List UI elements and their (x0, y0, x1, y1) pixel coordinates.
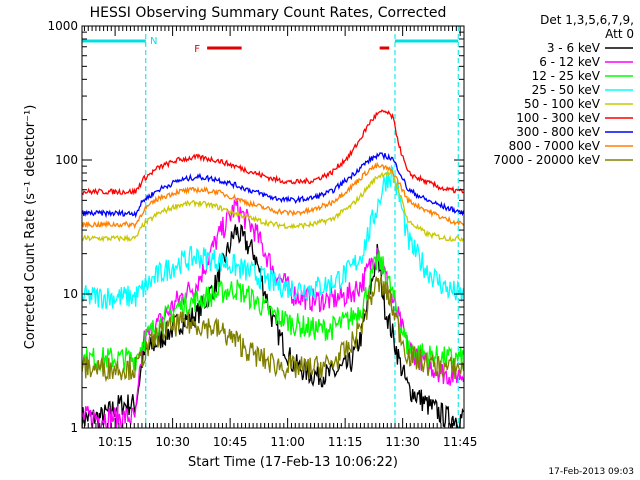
legend-label: 6 - 12 keV (539, 55, 601, 69)
x-tick-label: 10:45 (213, 435, 248, 449)
x-tick-label: 11:30 (385, 435, 420, 449)
night-vertical-lines (145, 26, 459, 428)
chart-title: HESSI Observing Summary Count Rates, Cor… (90, 5, 447, 21)
legend-header-line1: Det 1,3,5,6,7,9, (540, 13, 634, 27)
legend-label: 800 - 7000 keV (509, 139, 601, 153)
legend-label: 25 - 50 keV (532, 83, 601, 97)
annotation-bars: NF (82, 36, 459, 55)
x-tick-label: 11:45 (443, 435, 478, 449)
series-lines (82, 109, 464, 428)
series-line-5 (82, 109, 464, 196)
y-tick-label: 1000 (47, 19, 78, 33)
legend-label: 300 - 800 keV (516, 125, 600, 139)
y-axis-label: Corrected Count Rate (s⁻¹ detector⁻¹) (23, 105, 38, 350)
legend-label: 7000 - 20000 keV (493, 153, 600, 167)
x-axis-label: Start Time (17-Feb-13 10:06:22) (188, 455, 398, 470)
series-line-2 (82, 250, 464, 373)
legend-label: 12 - 25 keV (532, 69, 601, 83)
plot-frame (81, 25, 465, 429)
series-line-4 (82, 169, 464, 243)
x-tick-label: 10:15 (98, 435, 133, 449)
y-tick-label: 10 (63, 287, 78, 301)
legend-label: 50 - 100 keV (524, 97, 601, 111)
y-tick-label: 1 (70, 421, 78, 435)
legend-header-line2: Att 0 (605, 27, 634, 41)
x-tick-label: 11:00 (270, 435, 305, 449)
legend-label: 100 - 300 keV (516, 111, 600, 125)
series-line-6 (82, 152, 464, 219)
flare-label: F (194, 44, 200, 55)
y-tick-label: 100 (55, 153, 78, 167)
series-line-1 (82, 197, 464, 428)
series-line-7 (82, 161, 464, 230)
night-label: N (150, 36, 157, 47)
x-tick-label: 11:15 (328, 435, 363, 449)
y-axis: 1 10 100 1000 (47, 19, 464, 435)
timestamp: 17-Feb-2013 09:03 (548, 467, 634, 477)
x-axis: 10:15 10:30 10:45 11:00 11:15 11:30 11:45 (83, 26, 478, 449)
x-tick-label: 10:30 (155, 435, 190, 449)
series-line-0 (82, 223, 464, 428)
series-line-8 (82, 276, 464, 383)
legend-label: 3 - 6 keV (547, 41, 601, 55)
